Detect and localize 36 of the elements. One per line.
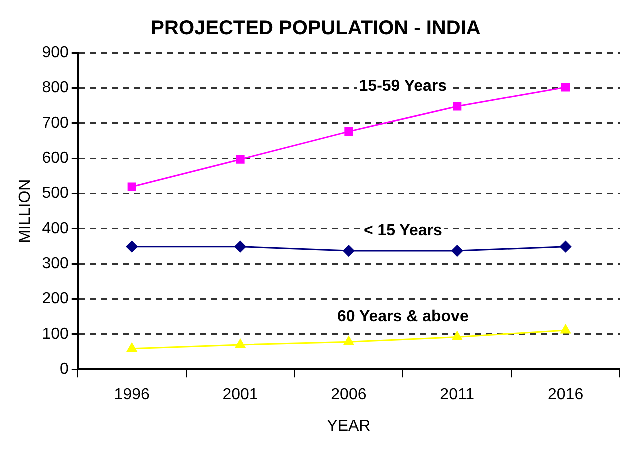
point <box>344 336 354 346</box>
y-axis-title: MILLION <box>17 179 34 244</box>
point <box>453 102 462 111</box>
point <box>235 339 246 348</box>
point <box>343 245 355 257</box>
y-tick-label: 300 <box>42 255 69 272</box>
point <box>562 83 570 92</box>
point <box>452 331 462 340</box>
x-tick-label: 2016 <box>548 386 584 404</box>
chart-title: PROJECTED POPULATION - INDIA <box>151 18 481 40</box>
y-tick-label: 800 <box>42 80 69 97</box>
y-tick-label: 100 <box>42 326 69 343</box>
y-tick-label: 500 <box>42 185 69 202</box>
point <box>560 241 572 253</box>
point <box>234 241 246 253</box>
point <box>127 343 138 352</box>
y-tick-label: 900 <box>42 44 69 62</box>
x-tick-label: 1996 <box>114 386 150 404</box>
y-tick-label: 700 <box>42 114 69 132</box>
x-tick-label: 2006 <box>331 386 367 404</box>
series-label: 15-59 Years <box>359 78 448 95</box>
y-tick-label: 400 <box>42 220 69 238</box>
point <box>128 182 136 192</box>
y-tick-label: 0 <box>60 361 69 378</box>
point <box>452 245 464 257</box>
y-tick-label: 600 <box>42 150 69 167</box>
x-axis-title: YEAR <box>327 418 371 435</box>
point <box>126 241 138 253</box>
point <box>560 324 571 334</box>
point <box>236 155 245 164</box>
series-label: 60 Years & above <box>337 308 469 326</box>
y-tick-label: 200 <box>42 290 69 308</box>
point <box>344 128 354 136</box>
series-label: < 15 Years <box>364 222 442 240</box>
x-tick-label: 2011 <box>440 386 475 404</box>
x-tick-label: 2001 <box>222 386 258 404</box>
